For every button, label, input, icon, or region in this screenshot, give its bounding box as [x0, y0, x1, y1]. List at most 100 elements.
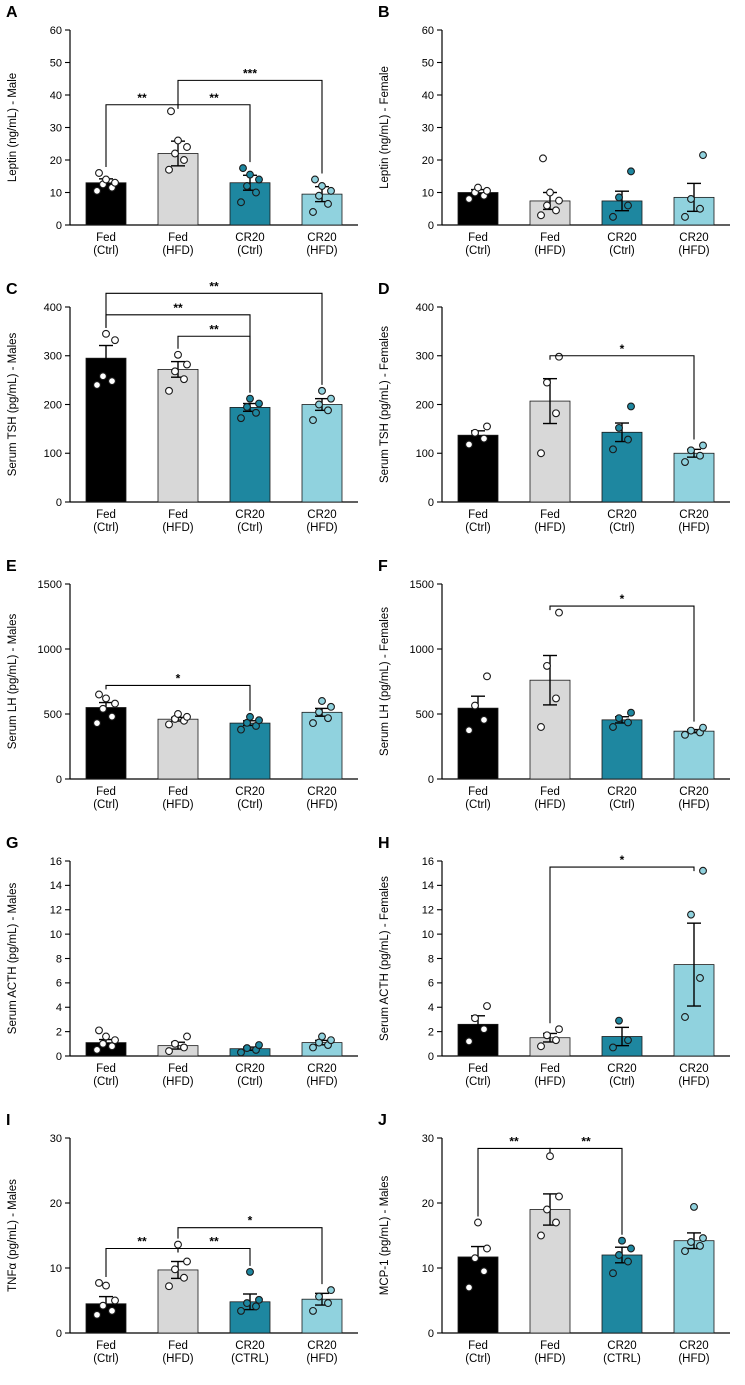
x-tick-label: CR20 (Ctrl) [607, 786, 636, 811]
data-point [687, 1238, 695, 1246]
sig-bracket [105, 292, 323, 385]
bar-1 [457, 1256, 499, 1334]
sig-bracket [177, 1227, 323, 1285]
data-point [474, 1218, 482, 1227]
y-tick-label: 100 [44, 448, 62, 460]
data-point [465, 1037, 473, 1046]
x-tick-label: Fed (HFD) [162, 786, 193, 811]
x-tick-label: Fed (Ctrl) [93, 1063, 119, 1088]
data-point [624, 1257, 632, 1266]
data-point [309, 208, 317, 216]
data-point [165, 1047, 173, 1056]
sig-label: * [176, 671, 181, 685]
data-point [327, 186, 335, 195]
data-point [309, 416, 317, 425]
data-point [471, 1014, 479, 1023]
data-point [480, 434, 488, 443]
sig-label: ** [173, 301, 183, 315]
data-point [615, 423, 623, 432]
y-tick-label: 0 [56, 1051, 62, 1063]
y-axis-title: Leptin (ng/mL) - Female [379, 66, 391, 189]
data-point [609, 1043, 617, 1052]
data-point [681, 1013, 689, 1021]
data-point [537, 449, 545, 458]
y-tick-label: 0 [56, 497, 62, 509]
data-point [174, 1240, 182, 1249]
data-point [255, 1041, 263, 1049]
data-point [615, 1016, 623, 1025]
data-point [243, 1044, 251, 1053]
y-tick-label: 20 [50, 155, 62, 167]
panel-letter: A [6, 4, 18, 21]
data-point [167, 107, 175, 116]
data-point [681, 458, 689, 466]
y-axis-title: Serum LH (pg/mL) - Males [7, 614, 19, 750]
panel-letter: G [6, 835, 18, 852]
data-point [696, 974, 704, 982]
data-point [483, 422, 491, 431]
data-point [183, 712, 191, 721]
data-point [615, 714, 623, 723]
data-point [255, 1295, 263, 1304]
data-point [111, 1036, 119, 1045]
panel-letter: B [378, 4, 390, 21]
sig-label: ** [209, 1235, 219, 1249]
data-point [699, 1234, 707, 1243]
data-point [687, 910, 695, 919]
y-tick-label: 20 [422, 155, 434, 167]
panel-letter: D [378, 281, 390, 298]
x-tick-label: Fed (HFD) [162, 232, 193, 257]
data-point [327, 1036, 335, 1045]
data-point [243, 402, 251, 411]
data-point [99, 1039, 107, 1048]
data-point [483, 186, 491, 195]
data-point [555, 1025, 563, 1034]
data-point [318, 697, 326, 705]
y-tick-label: 400 [44, 302, 62, 314]
data-point [180, 375, 188, 384]
panel-B: B 0 10 20 30 40 50 60 Leptin (ng/mL) - Female Fed… [372, 0, 744, 277]
data-point [546, 1152, 554, 1161]
chart-G: G 0 2 4 6 8 10 12 14 16 Serum ACTH (pg/mL) - Males… [6, 835, 358, 1088]
bar-2 [157, 718, 199, 780]
y-axis-title: Serum TSH (pg/mL) - Males [7, 332, 19, 476]
data-point [315, 1292, 323, 1301]
data-point [180, 156, 188, 164]
data-point [543, 201, 551, 210]
data-point [95, 1279, 103, 1287]
panel-C: C 0 100 200 300 400 Serum TSH (pg/mL) - Males *… [0, 277, 372, 554]
bar-2 [157, 1269, 199, 1334]
panel-letter: J [378, 1112, 387, 1129]
y-tick-label: 8 [428, 953, 434, 965]
chart-H: H 0 2 4 6 8 10 12 14 16 Serum ACTH (pg/mL) - Femal… [378, 835, 730, 1088]
data-point [627, 402, 635, 411]
data-point [315, 1038, 323, 1047]
bar-2 [157, 369, 199, 503]
y-tick-label: 50 [422, 57, 434, 69]
data-point [624, 201, 632, 210]
y-tick-label: 50 [50, 57, 62, 69]
bar-2 [529, 1209, 571, 1334]
x-tick-label: Fed (HFD) [534, 1063, 565, 1088]
data-point [311, 175, 319, 184]
data-point [255, 175, 263, 184]
data-point [183, 1032, 191, 1041]
x-tick-label: CR20 (HFD) [678, 1063, 709, 1088]
bar-1 [85, 357, 127, 503]
y-axis-title: Serum ACTH (pg/mL) - Females [379, 876, 391, 1041]
sig-bracket [549, 605, 695, 722]
data-point [309, 1043, 317, 1052]
data-point [609, 445, 617, 454]
bar-2 [529, 200, 571, 226]
chart-J: J 0 10 20 30 MCP-1 (pg/mL) - Males ** ** Fed (Ctr… [378, 1112, 730, 1365]
data-point [471, 428, 479, 437]
x-tick-label: Fed (HFD) [534, 1340, 565, 1365]
data-point [627, 708, 635, 717]
data-point [111, 178, 119, 187]
bar-4 [673, 1240, 715, 1334]
bar-1 [85, 182, 127, 226]
y-tick-label: 500 [44, 709, 62, 721]
chart-B: B 0 10 20 30 40 50 60 Leptin (ng/mL) - Female Fed… [378, 4, 730, 257]
data-point [239, 164, 247, 173]
x-tick-label: Fed (Ctrl) [465, 786, 491, 811]
